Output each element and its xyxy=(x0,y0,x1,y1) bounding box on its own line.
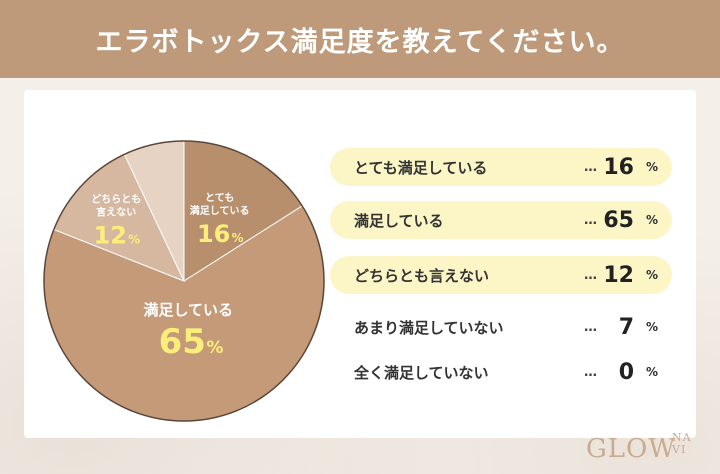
legend-label: 全く満足していない xyxy=(354,363,489,382)
legend-unit: % xyxy=(645,268,658,282)
logo-main-text: GLOW xyxy=(586,434,677,464)
legend-dots: … xyxy=(584,267,597,283)
legend-row: あまり満足していない … 7% xyxy=(330,308,672,346)
pie-label-text: どちらとも xyxy=(91,192,141,205)
pie-unit: % xyxy=(128,232,140,246)
header-banner: エラボトックス満足度を教えてください。 xyxy=(0,0,720,78)
legend-dots: … xyxy=(584,159,597,175)
legend-dots: … xyxy=(584,364,597,380)
logo-sub-bottom: VI xyxy=(672,443,687,456)
pie-label-0: とても満足している 16% xyxy=(190,192,250,248)
pie-label-text: 満足している xyxy=(143,301,233,319)
pie-value: 12 xyxy=(94,221,127,249)
pie-label-text: 満足している xyxy=(190,204,250,217)
legend-row: どちらとも言えない … 12% xyxy=(330,256,672,294)
legend-label: あまり満足していない xyxy=(354,318,504,337)
legend-label: どちらとも言えない xyxy=(354,266,490,285)
pie-label-text: 言えない xyxy=(96,205,136,218)
pie-label-2: どちらとも言えない 12% xyxy=(91,192,141,249)
legend-value: 65 xyxy=(603,207,634,233)
legend-row: とても満足している … 16% xyxy=(330,148,672,186)
legend-value: 7 xyxy=(618,314,634,340)
logo-sub-top: NA xyxy=(672,431,692,444)
glownavi-logo: GLOW NA VI xyxy=(586,428,710,468)
legend-unit: % xyxy=(645,160,658,174)
pie-value: 65 xyxy=(159,322,206,362)
legend-value: 12 xyxy=(603,262,634,288)
legend-value: 0 xyxy=(618,359,634,385)
pie-value: 16 xyxy=(197,220,230,248)
legend-unit: % xyxy=(645,213,658,227)
pie-label-1: 満足している 65% xyxy=(143,301,233,362)
legend-label: とても満足している xyxy=(354,158,488,177)
legend-row: 全く満足していない … 0% xyxy=(330,353,672,391)
legend-unit: % xyxy=(645,320,658,334)
legend-unit: % xyxy=(645,365,658,379)
legend-dots: … xyxy=(584,319,597,335)
legend-dots: … xyxy=(584,212,597,228)
legend-row: 満足している … 65% xyxy=(330,201,672,239)
legend-value: 16 xyxy=(603,154,634,180)
legend-label: 満足している xyxy=(354,211,444,230)
pie-unit: % xyxy=(232,231,244,245)
pie-label-text: とても xyxy=(205,192,234,204)
logo-sub-text: NA VI xyxy=(672,432,708,456)
pie-outline xyxy=(43,140,325,422)
page-title: エラボトックス満足度を教えてください。 xyxy=(95,26,625,58)
pie-unit: % xyxy=(206,338,223,358)
